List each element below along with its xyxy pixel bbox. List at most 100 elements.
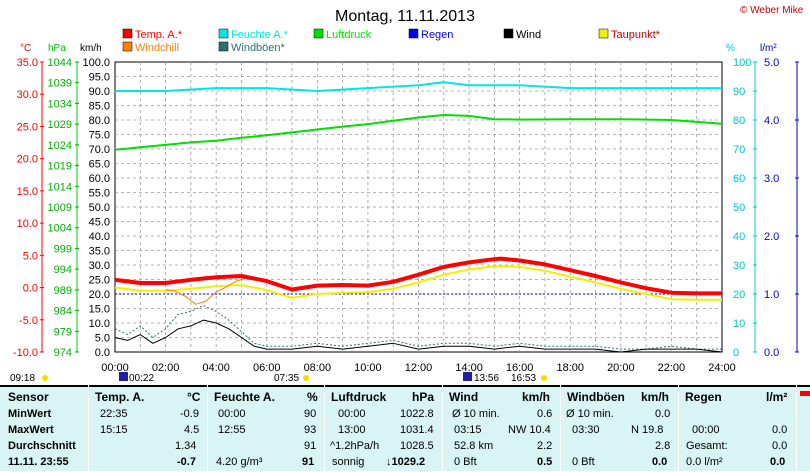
pressure-tick-label: 1004	[48, 223, 72, 235]
humidity-unit: %	[726, 43, 735, 54]
legend-label: Temp. A.*	[135, 29, 183, 41]
wind-tick-label: 90.0	[89, 86, 110, 98]
pressure-tick-label: 1014	[48, 181, 72, 193]
cell: 15:15	[100, 424, 128, 436]
header-temp: Temp. A.	[95, 390, 145, 404]
rain-tick-label: 0.0	[764, 347, 779, 359]
humidity-tick-label: 50	[733, 202, 745, 214]
legend-label: Luftdruck	[326, 29, 372, 41]
rain-tick-label: 4.0	[764, 115, 779, 127]
humidity-tick-label: 0	[733, 347, 739, 359]
cell: NW 10.4	[508, 424, 551, 436]
cell: 00:00	[692, 424, 720, 436]
cell: -0.7	[177, 456, 196, 468]
humidity-tick-label: 90	[733, 86, 745, 98]
wind-tick-label: 25.0	[89, 275, 110, 287]
header-wind-unit: km/h	[522, 390, 551, 404]
cell: ^1.2hPa/h	[330, 440, 380, 452]
pressure-tick-label: 1029	[48, 119, 72, 131]
legend-swatch	[122, 41, 133, 52]
temp-tick-label: 5.0	[23, 250, 38, 262]
header-pressure: Luftdruck	[331, 390, 387, 404]
wind-tick-label: 40.0	[89, 231, 110, 243]
wind-tick-label: 15.0	[89, 304, 110, 316]
wind-tick-label: 0.0	[95, 347, 110, 359]
left-time: 09:18	[10, 373, 35, 384]
wind-tick-label: 80.0	[89, 115, 110, 127]
legend: Temp. A.* Feuchte A.* Luftdruck Regen Wind Ta…	[122, 28, 661, 54]
legend-swatch	[122, 28, 133, 39]
cell: 52.8 km	[454, 440, 494, 452]
cell: 0.0 l/m²	[686, 456, 723, 468]
x-tick-label: 04:00	[202, 362, 230, 374]
wind-tick-label: 95.0	[89, 72, 110, 84]
legend-label: Windchill	[135, 42, 179, 54]
wind-tick-label: 45.0	[89, 217, 110, 229]
x-tick-label: 14:00	[455, 362, 483, 374]
pressure-tick-label: 1044	[48, 57, 72, 69]
cell: 91	[302, 456, 315, 468]
header-rain: Regen	[685, 390, 722, 404]
cell: 0 Bft	[572, 456, 595, 468]
cell: 1.34	[175, 440, 197, 452]
header-sensor: Sensor	[8, 390, 49, 404]
temp-tick-label: 0.0	[23, 283, 38, 295]
x-tick-label: 06:00	[253, 362, 281, 374]
sunset-icon	[541, 375, 547, 381]
table-header: Sensor Temp. A. °C Feuchte A. % Luftdruc…	[0, 390, 810, 406]
cell: 0.5	[537, 456, 553, 468]
legend-label: Wind	[516, 29, 541, 41]
sunrise-time: 07:35	[274, 373, 299, 384]
humidity-tick-label: 10	[733, 318, 745, 330]
row-label: 11.11. 23:55	[8, 456, 69, 468]
cell: 4.20 g/m³	[216, 456, 263, 468]
series-line-taupunkt	[114, 265, 722, 301]
series-line-windchill	[165, 277, 247, 305]
axis-units: °C hPa km/h % l/m²	[20, 43, 777, 54]
pressure-tick-label: 979	[54, 326, 72, 338]
temp-tick-label: 30.0	[17, 89, 38, 101]
temp-tick-label: 10.0	[17, 218, 38, 230]
cell: ↓1029.2	[386, 456, 426, 468]
row-label: MaxWert	[8, 424, 54, 436]
cell: 00:00	[218, 408, 246, 420]
header-wind: Wind	[449, 390, 479, 404]
legend-swatch	[503, 28, 514, 39]
wind-tick-label: 5.0	[95, 333, 110, 345]
x-tick-label: 00:00	[101, 362, 129, 374]
cell: 0.0	[772, 424, 788, 436]
cell: 2.2	[537, 440, 553, 452]
header-rain-unit: l/m²	[766, 390, 788, 404]
moon-rise-icon	[463, 372, 472, 381]
cell: 4.5	[184, 424, 200, 436]
series-line-feuchte-a	[115, 81, 722, 92]
legend-swatch	[408, 28, 419, 39]
wind-unit: km/h	[80, 43, 102, 54]
cell: Ø 10 min.	[452, 408, 500, 420]
sunrise-icon	[303, 375, 309, 381]
legend-swatch	[218, 28, 229, 39]
rain-tick-label: 2.0	[764, 231, 779, 243]
wind-tick-label: 50.0	[89, 202, 110, 214]
humidity-tick-label: 80	[733, 115, 745, 127]
moonset-time: 00:22	[129, 373, 154, 384]
header-pressure-unit: hPa	[412, 390, 435, 404]
x-tick-label: 18:00	[556, 362, 584, 374]
legend-swatch	[313, 28, 324, 39]
header-humidity: Feuchte A.	[214, 390, 275, 404]
cell: 00:00	[338, 408, 366, 420]
x-tick-label: 12:00	[405, 362, 433, 374]
temp-tick-label: 15.0	[17, 186, 38, 198]
cell: 03:30	[572, 424, 600, 436]
sun-moon-events: 09:18 00:22 07:35 13:56 16:53	[10, 372, 547, 384]
cell: 0.0	[772, 440, 788, 452]
legend-swatch	[598, 28, 609, 39]
sun-icon	[42, 375, 48, 381]
header-gust-unit: km/h	[641, 390, 670, 404]
cell: 2.8	[655, 440, 671, 452]
x-tick-label: 22:00	[658, 362, 686, 374]
cell: 91	[304, 440, 317, 452]
humidity-tick-label: 30	[733, 260, 745, 272]
temp-color-mark	[800, 391, 810, 396]
wind-tick-label: 75.0	[89, 130, 110, 142]
